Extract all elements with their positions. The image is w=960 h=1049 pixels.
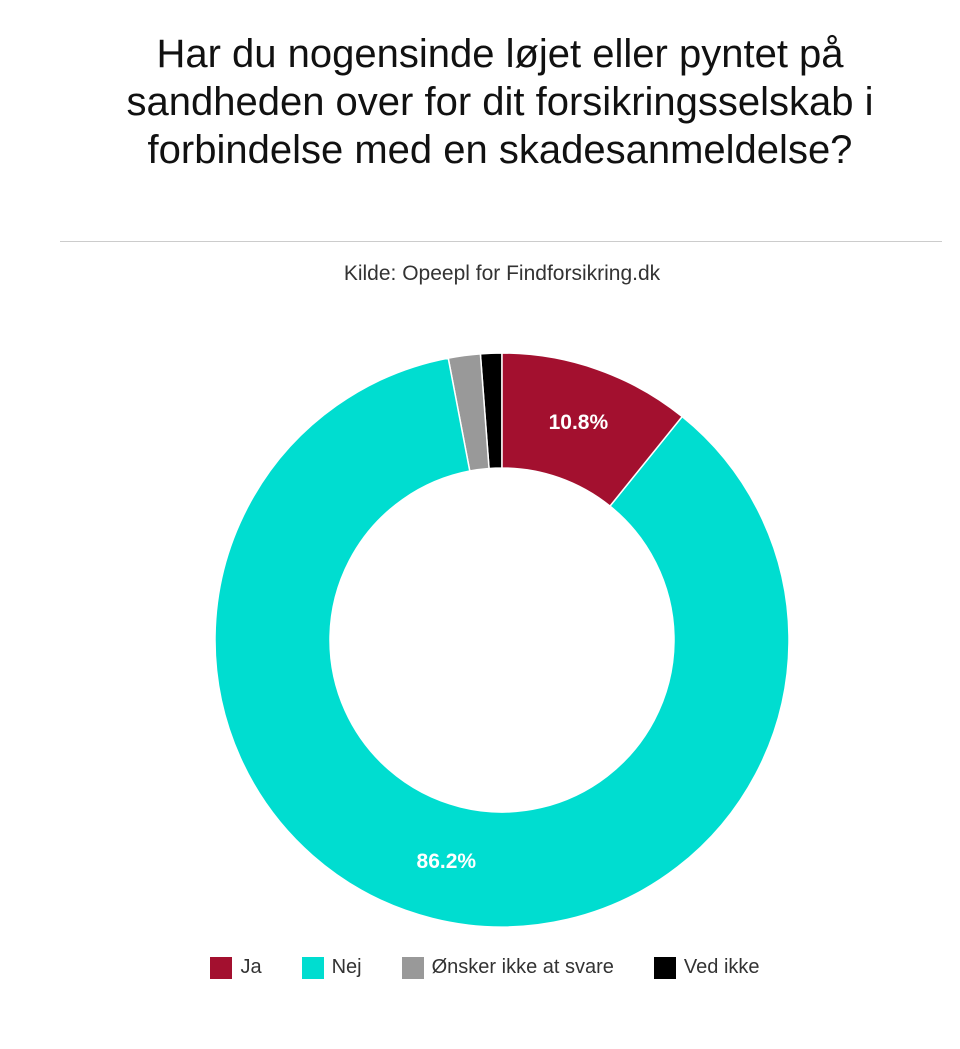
legend-label: Ja bbox=[240, 956, 262, 978]
divider bbox=[60, 241, 942, 242]
chart-subtitle: Kilde: Opeepl for Findforsikring.dk bbox=[343, 262, 661, 285]
donut-slice bbox=[214, 357, 790, 928]
legend-item[interactable]: Ønsker ikke at svare bbox=[401, 956, 614, 979]
legend-swatch bbox=[401, 956, 424, 979]
legend-label: Nej bbox=[331, 956, 362, 978]
donut-slice bbox=[501, 352, 684, 508]
legend-swatch bbox=[301, 956, 324, 979]
legend-label: Ved ikke bbox=[683, 956, 760, 978]
legend-item[interactable]: Ved ikke bbox=[653, 956, 760, 979]
legend-item[interactable]: Ja bbox=[210, 956, 262, 979]
legend-label: Ønsker ikke at svare bbox=[431, 956, 614, 978]
legend-swatch bbox=[210, 956, 233, 979]
legend: Ja Nej Ønsker ikke at svare Ved ikke bbox=[0, 956, 960, 979]
data-label: 86.2% bbox=[417, 850, 477, 873]
legend-item[interactable]: Nej bbox=[301, 956, 362, 979]
data-label: 10.8% bbox=[549, 411, 609, 434]
legend-swatch bbox=[653, 956, 676, 979]
chart-title: Har du nogensinde løjet eller pyntet på … bbox=[126, 32, 874, 172]
